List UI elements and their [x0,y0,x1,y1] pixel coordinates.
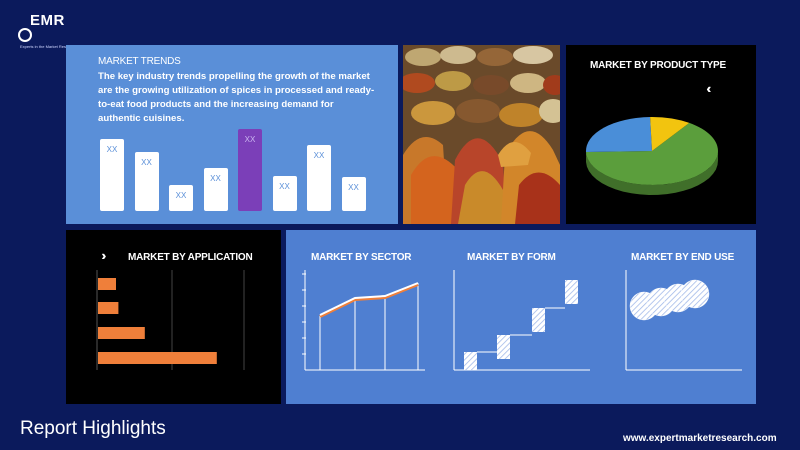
pie-slice [586,122,718,185]
trend-bar-label: XX [244,135,256,144]
trend-bar: XX [238,129,262,211]
sector-form-enduse-panel: MARKET BY SECTOR MARKET BY FORM MARKET B… [286,230,756,404]
trend-bar-label: XX [313,151,325,160]
globe-icon [18,28,32,42]
application-bar [98,327,145,339]
end-use-title: MARKET BY END USE [631,252,735,263]
trend-bar: XX [203,168,228,211]
form-title: MARKET BY FORM [467,252,556,263]
trend-bar-label: XX [175,191,187,200]
sector-line-shadow [319,283,419,318]
trend-bar-label: XX [279,182,290,191]
website-link[interactable]: www.expertmarketresearch.com [623,433,777,444]
sector-title: MARKET BY SECTOR [311,252,412,263]
trend-bar: XX [134,152,159,211]
pie-slice [585,117,652,152]
pie-slice [650,116,690,151]
application-bar [98,352,217,364]
end-use-bubble-chart [625,270,742,371]
sector-line [319,282,419,316]
application-title: MARKET BY APPLICATION [128,252,253,263]
trend-bar-label: XX [348,183,359,192]
logo-text: EMR [30,12,65,29]
product-type-pie [585,116,718,195]
trend-bar: XX [100,139,124,211]
market-trends-panel: MARKET TRENDS The key industry trends pr… [66,45,398,224]
trend-bar-label: XX [141,158,152,167]
form-step-chart [453,270,590,371]
market-trends-description: The key industry trends propelling the g… [98,71,375,124]
spices-photo [403,45,560,224]
trend-bar: XX [341,177,366,211]
application-bar [98,302,119,314]
emr-logo[interactable]: EMR Experts in the Market Research [18,12,76,49]
form-step-block [464,352,477,370]
application-bar [98,278,116,290]
product-type-title: MARKET BY PRODUCT TYPE [590,60,726,71]
pie-slice-side [586,150,718,195]
trend-bar: XX [272,176,297,211]
market-trends-title: MARKET TRENDS [98,56,181,67]
trend-bar: XX [169,185,193,211]
application-bar-chart [96,270,245,370]
trend-bar-label: XX [106,145,118,154]
trend-bar-label: XX [210,174,221,183]
logo-tagline: Experts in the Market Research [20,44,77,49]
form-step-block [532,308,545,332]
application-panel: ›› MARKET BY APPLICATION [66,230,281,404]
product-type-panel: MARKET BY PRODUCT TYPE ‹‹ [566,45,756,224]
trend-bar: XX [307,145,331,211]
sector-line-chart [302,270,425,371]
spices-image [403,45,560,224]
report-highlights-title: Report Highlights [20,418,166,439]
form-step-block [497,335,510,359]
end-use-bubble [680,279,710,309]
form-step-block [565,280,578,304]
